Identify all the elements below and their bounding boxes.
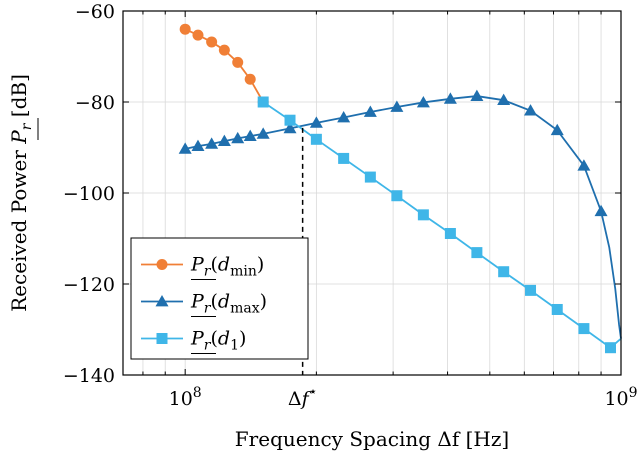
tick-labels: −60 −80 −100 −120 −140 108 109 bbox=[63, 1, 638, 410]
data-point-max bbox=[243, 129, 257, 141]
x-axis-label: Frequency Spacing Δf [Hz] bbox=[235, 427, 509, 451]
data-point-max bbox=[231, 131, 245, 144]
legend-marker-max bbox=[155, 295, 169, 307]
data-point-max bbox=[363, 105, 377, 117]
data-point-1 bbox=[551, 303, 563, 315]
legend-marker-1 bbox=[156, 333, 168, 344]
data-point-max bbox=[205, 137, 219, 149]
y-axis-label: Received Power Pr [dB] bbox=[7, 74, 35, 312]
data-point-1 bbox=[471, 247, 483, 259]
data-point-max bbox=[178, 142, 192, 154]
y-tick-label: −60 bbox=[75, 1, 115, 23]
data-point-max bbox=[497, 93, 511, 106]
data-point-1 bbox=[338, 152, 350, 164]
legend-label-1: Pr(d1) bbox=[190, 328, 246, 354]
data-point-max bbox=[524, 104, 538, 116]
data-point-min bbox=[179, 23, 191, 35]
data-point-min bbox=[232, 56, 244, 68]
x-tick-label: 108 bbox=[169, 385, 202, 410]
data-point-max bbox=[256, 127, 270, 139]
data-point-max bbox=[309, 116, 323, 128]
data-point-1 bbox=[257, 96, 269, 108]
y-tick-label: −100 bbox=[63, 183, 115, 205]
data-point-1 bbox=[417, 209, 429, 221]
data-point-max bbox=[390, 100, 404, 112]
legend: Pr(dmin) Pr(dmax) Pr(d1) bbox=[130, 237, 309, 360]
y-tick-label: −120 bbox=[63, 274, 115, 296]
data-point-max bbox=[577, 159, 591, 171]
y-tick-label: −140 bbox=[63, 365, 115, 387]
data-point-min bbox=[192, 29, 204, 41]
data-point-1 bbox=[578, 323, 590, 335]
data-point-min bbox=[244, 73, 256, 85]
data-point-1 bbox=[444, 227, 456, 239]
data-point-max bbox=[550, 123, 564, 136]
x-tick-label: 109 bbox=[604, 385, 637, 410]
legend-label-min: Pr(dmin) bbox=[190, 254, 264, 280]
data-point-min bbox=[206, 36, 218, 48]
data-point-1 bbox=[604, 342, 616, 354]
series-1 bbox=[257, 96, 622, 354]
data-point-max bbox=[470, 89, 484, 101]
data-point-1 bbox=[310, 133, 322, 145]
data-point-1 bbox=[284, 114, 296, 126]
data-point-1 bbox=[391, 190, 403, 202]
legend-label-max: Pr(dmax) bbox=[190, 291, 267, 317]
annotation-label: Δf⋆ bbox=[288, 384, 318, 410]
data-point-max bbox=[416, 95, 430, 108]
data-point-1 bbox=[364, 171, 376, 183]
legend-marker-min bbox=[156, 259, 168, 270]
data-point-min bbox=[218, 44, 230, 56]
data-point-max bbox=[217, 134, 231, 147]
series-min bbox=[179, 23, 269, 108]
data-point-max bbox=[283, 121, 297, 134]
plot-lines bbox=[178, 23, 622, 354]
annotation: Δf⋆ bbox=[288, 127, 318, 410]
series-max bbox=[178, 89, 622, 339]
data-point-max bbox=[443, 92, 457, 104]
data-point-max bbox=[191, 139, 205, 152]
ticks bbox=[123, 10, 622, 376]
data-point-max bbox=[337, 110, 351, 123]
y-tick-label: −80 bbox=[75, 92, 115, 114]
data-point-1 bbox=[498, 266, 510, 278]
data-point-max bbox=[594, 204, 608, 217]
data-point-1 bbox=[525, 284, 537, 296]
